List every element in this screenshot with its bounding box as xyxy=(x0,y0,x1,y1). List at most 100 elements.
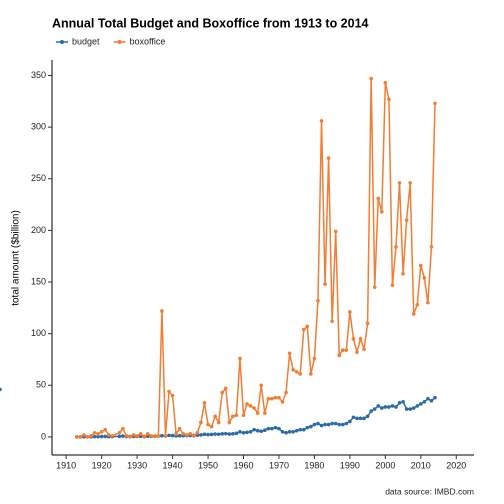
data-point xyxy=(351,415,356,420)
data-point xyxy=(195,430,200,435)
x-tick-label: 1920 xyxy=(92,460,112,470)
data-point xyxy=(270,396,274,401)
data-point xyxy=(209,424,214,429)
data-point xyxy=(333,229,338,234)
data-point xyxy=(192,434,196,438)
data-point xyxy=(284,430,288,435)
legend-label: boxoffice xyxy=(130,36,166,46)
data-point xyxy=(433,101,437,106)
data-point xyxy=(241,413,246,418)
data-point xyxy=(128,435,132,439)
data-point xyxy=(355,350,359,355)
data-point xyxy=(330,421,334,426)
data-point xyxy=(379,210,384,214)
data-point xyxy=(323,282,327,286)
data-point xyxy=(213,432,217,436)
data-point xyxy=(404,407,409,411)
data-point xyxy=(153,434,157,438)
y-tick-label: 100 xyxy=(31,328,46,338)
data-point xyxy=(241,430,246,435)
data-point xyxy=(404,218,409,222)
y-tick-label: 150 xyxy=(31,276,46,286)
data-point xyxy=(277,395,281,400)
data-point xyxy=(397,401,402,405)
data-point xyxy=(422,400,427,404)
data-point xyxy=(323,422,327,427)
data-point xyxy=(344,348,349,352)
data-point xyxy=(312,422,317,427)
data-point xyxy=(383,80,388,85)
data-point xyxy=(177,433,182,438)
data-point xyxy=(330,319,334,324)
data-point xyxy=(280,429,285,434)
data-point xyxy=(358,416,363,421)
data-point xyxy=(106,433,111,437)
data-point xyxy=(422,276,427,280)
x-tick-label: 1930 xyxy=(127,460,147,470)
data-point xyxy=(160,433,164,438)
data-point xyxy=(234,431,239,436)
data-point xyxy=(273,425,278,430)
y-tick-label: 200 xyxy=(31,225,46,235)
data-point xyxy=(411,406,416,410)
data-point xyxy=(174,432,178,436)
data-point xyxy=(411,312,416,316)
data-point xyxy=(92,434,97,439)
data-point xyxy=(333,421,338,426)
data-point xyxy=(326,156,331,160)
data-point xyxy=(301,327,306,332)
data-point xyxy=(394,245,398,249)
data-point xyxy=(160,309,164,313)
data-point xyxy=(252,406,256,410)
data-point xyxy=(117,430,122,435)
data-point xyxy=(326,422,331,427)
data-point xyxy=(387,405,391,409)
data-point xyxy=(337,422,342,427)
data-point xyxy=(213,414,217,419)
data-point xyxy=(177,426,182,431)
data-point xyxy=(234,413,239,418)
data-point xyxy=(351,337,356,341)
data-point xyxy=(266,396,271,401)
data-point xyxy=(121,426,125,431)
data-point xyxy=(394,405,398,409)
data-point xyxy=(99,434,104,439)
data-point xyxy=(390,283,395,287)
data-point xyxy=(415,302,420,307)
data-point xyxy=(369,409,373,413)
data-point xyxy=(238,356,242,361)
data-point xyxy=(316,421,320,426)
data-point xyxy=(238,429,242,434)
data-point xyxy=(252,427,256,432)
data-point xyxy=(181,432,186,436)
data-point xyxy=(99,429,104,434)
data-point xyxy=(426,300,430,305)
x-tick-label: 1910 xyxy=(56,460,76,470)
data-point xyxy=(248,404,253,408)
data-point xyxy=(227,432,232,436)
data-point xyxy=(287,429,292,434)
data-point xyxy=(202,401,207,405)
data-point xyxy=(309,372,313,376)
data-point xyxy=(170,393,175,398)
x-tick-label: 1940 xyxy=(163,460,183,470)
data-point xyxy=(291,429,295,434)
data-point xyxy=(135,434,139,438)
data-point xyxy=(156,434,161,438)
data-point xyxy=(220,432,225,436)
data-point xyxy=(89,434,93,438)
data-point xyxy=(319,119,324,123)
data-point xyxy=(390,404,395,408)
data-point xyxy=(415,404,420,408)
data-point xyxy=(227,420,232,425)
data-point xyxy=(369,76,373,81)
data-point xyxy=(298,372,303,376)
x-tick-label: 2020 xyxy=(446,460,466,470)
data-point xyxy=(337,353,342,358)
data-point xyxy=(270,426,274,431)
y-tick-label: 250 xyxy=(31,173,46,183)
data-point xyxy=(188,432,193,436)
data-point xyxy=(372,407,377,411)
data-point xyxy=(92,430,97,435)
data-point xyxy=(408,181,412,185)
